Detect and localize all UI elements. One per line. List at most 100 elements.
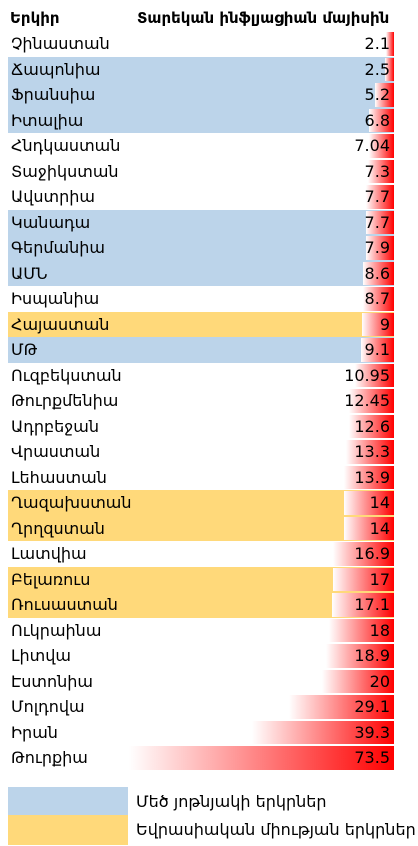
value-label: 9.1 xyxy=(364,340,390,359)
chart-row: Բելառուս 17 xyxy=(0,566,418,592)
country-label: Թուրքմենիա xyxy=(11,391,119,410)
group-highlight-band xyxy=(8,56,394,82)
country-label: Իտալիա xyxy=(11,110,84,130)
chart-row: Իտալիա 6.8 xyxy=(0,107,418,133)
chart-row: Իրան 39.3 xyxy=(0,720,418,746)
inflation-bar xyxy=(252,720,394,744)
inflation-bar xyxy=(289,695,394,719)
value-label: 14 xyxy=(369,518,390,538)
chart-row: Ճապոնիա 2.5 xyxy=(0,56,418,82)
inflation-bar xyxy=(375,83,394,107)
chart-row: Ուզբեկստան 10.95 xyxy=(0,363,418,389)
inflation-bar xyxy=(368,134,394,158)
value-label: 29.1 xyxy=(354,697,390,716)
chart-row: Ադրբեջան 12.6 xyxy=(0,414,418,440)
chart-row: Էստոնիա 20 xyxy=(0,669,418,695)
chart-row: ԱՄՆ 8.6 xyxy=(0,260,418,286)
inflation-bar xyxy=(365,236,394,260)
value-label: 7.3 xyxy=(364,161,390,181)
country-label: Տաջիկստան xyxy=(11,161,119,181)
country-label: Ղրղզստան xyxy=(11,518,105,538)
inflation-bar xyxy=(348,414,394,438)
country-label: Հայաստան xyxy=(11,314,110,334)
value-label: 17 xyxy=(369,569,390,589)
value-label: 5.2 xyxy=(364,85,390,104)
group-highlight-band xyxy=(8,107,394,133)
value-label: 39.3 xyxy=(354,722,390,742)
inflation-bar xyxy=(386,32,394,56)
chart-row: Ավստրիա 7.7 xyxy=(0,184,418,210)
value-label: 8.7 xyxy=(364,289,390,308)
chart-row: Կանադա 7.7 xyxy=(0,209,418,235)
country-label: Մոլդովա xyxy=(11,697,85,716)
group-highlight-band xyxy=(8,82,394,108)
value-label: 6.8 xyxy=(364,110,390,130)
legend-label-eaeu: Եվրասիական միության երկրներ xyxy=(136,820,416,839)
group-highlight-band xyxy=(8,260,394,286)
country-label: Ուզբեկստան xyxy=(11,365,122,385)
inflation-bar xyxy=(333,542,394,566)
inflation-bar xyxy=(367,159,394,183)
group-highlight-band xyxy=(8,490,394,516)
chart-row: Վրաստան 13.3 xyxy=(0,439,418,465)
chart-row: Ռուսաստան 17.1 xyxy=(0,592,418,618)
chart-row: Լատվիա 16.9 xyxy=(0,541,418,567)
country-label: Թուրքիա xyxy=(11,748,88,767)
inflation-bar xyxy=(363,261,394,285)
value-label: 10.95 xyxy=(344,365,390,385)
value-label: 17.1 xyxy=(354,595,390,614)
inflation-bar xyxy=(354,363,394,387)
inflation-bar xyxy=(343,516,394,540)
country-label: Ֆրանսիա xyxy=(11,85,96,104)
country-label: Հնդկաստան xyxy=(11,136,121,155)
inflation-bar xyxy=(349,389,394,413)
inflation-bar xyxy=(361,312,394,336)
country-label: Լեհաստան xyxy=(11,467,107,487)
value-label: 7.9 xyxy=(364,238,390,257)
value-label: 7.04 xyxy=(354,136,390,155)
country-label: Բելառուս xyxy=(11,569,91,589)
value-label: 73.5 xyxy=(354,748,390,767)
group-highlight-band xyxy=(8,311,394,337)
value-label: 13.3 xyxy=(354,442,390,461)
country-label: Ռուսաստան xyxy=(11,595,118,614)
value-label: 7.7 xyxy=(364,212,390,232)
value-label: 8.6 xyxy=(364,263,390,283)
value-label: 12.45 xyxy=(344,391,390,410)
chart-row: Լիտվա 18.9 xyxy=(0,643,418,669)
group-highlight-band xyxy=(8,337,394,363)
country-label: Ադրբեջան xyxy=(11,416,99,436)
inflation-bar xyxy=(343,491,394,515)
country-label: Ճապոնիա xyxy=(11,59,101,79)
inflation-bar xyxy=(129,746,394,770)
group-highlight-band xyxy=(8,566,394,592)
chart-row: Թուրքիա 73.5 xyxy=(0,745,418,771)
inflation-bar xyxy=(362,287,394,311)
inflation-bar-chart: Չինաստան 2.1 Ճապոնիա 2.5 Ֆրանսիա 5.2 Իտալիա 6.8… xyxy=(0,31,418,771)
inflation-bar xyxy=(329,618,394,642)
inflation-bar xyxy=(366,185,394,209)
chart-row: Թուրքմենիա 12.45 xyxy=(0,388,418,414)
inflation-bar xyxy=(346,440,394,464)
inflation-bar xyxy=(321,669,394,693)
country-label: Գերմանիա xyxy=(11,238,105,257)
inflation-bar xyxy=(366,210,394,234)
country-label: Լատվիա xyxy=(11,544,87,563)
value-label: 18.9 xyxy=(354,646,390,665)
group-highlight-band xyxy=(8,592,394,618)
value-label: 9 xyxy=(379,314,390,334)
group-highlight-band xyxy=(8,515,394,541)
legend-item-g7: Մեծ յոթնյակի երկրներ xyxy=(8,787,402,817)
country-label: Ղազախստան xyxy=(11,493,132,512)
chart-row: Ղրղզստան 14 xyxy=(0,515,418,541)
value-label: 7.7 xyxy=(364,187,390,206)
legend-swatch-eaeu xyxy=(8,815,128,845)
value-label: 18 xyxy=(369,620,390,640)
chart-row: ՄԹ 9.1 xyxy=(0,337,418,363)
country-label: Ավստրիա xyxy=(11,187,95,206)
country-label: Լիտվա xyxy=(11,646,71,665)
country-label: Էստոնիա xyxy=(11,671,93,691)
value-label: 2.5 xyxy=(364,59,390,79)
country-label: ԱՄՆ xyxy=(11,263,48,283)
country-label: ՄԹ xyxy=(11,340,38,359)
